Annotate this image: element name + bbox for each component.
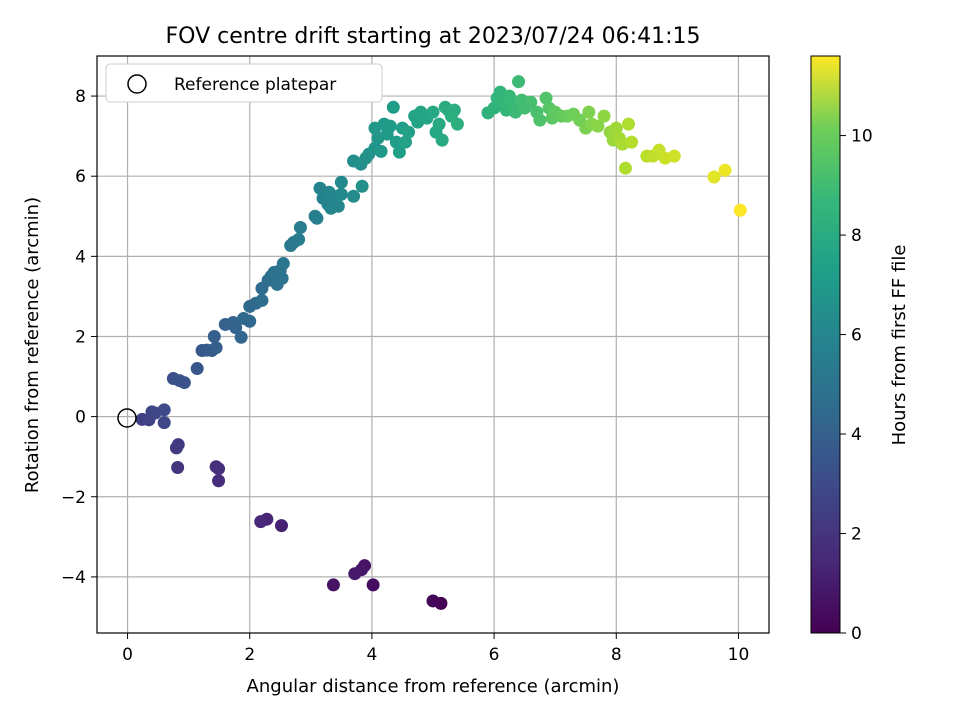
scatter-point: [383, 119, 397, 133]
colorbar-tick-label: 6: [851, 326, 862, 346]
scatter-point: [209, 341, 223, 355]
scatter-point: [533, 113, 547, 127]
scatter-point: [366, 578, 380, 592]
scatter-point: [597, 109, 611, 123]
scatter-point: [331, 199, 345, 213]
scatter-point: [667, 149, 681, 163]
scatter-point: [625, 135, 639, 149]
scatter-point: [190, 362, 204, 376]
y-tick-label: 6: [75, 167, 86, 187]
chart-title: FOV centre drift starting at 2023/07/24 …: [166, 24, 701, 49]
colorbar-label: Hours from first FF file: [889, 245, 910, 446]
scatter-point: [293, 220, 307, 234]
scatter-point: [212, 474, 226, 488]
plot-area-frame: [96, 55, 770, 634]
reference-marker: [117, 408, 137, 428]
scatter-point: [609, 121, 623, 135]
y-tick-label: 2: [75, 327, 86, 347]
x-tick-label: 0: [122, 645, 133, 665]
scatter-point: [707, 170, 721, 184]
scatter-point: [234, 330, 248, 344]
scatter-point: [386, 100, 400, 114]
y-tick-label: 4: [75, 247, 86, 267]
scatter-point: [618, 161, 632, 175]
scatter-point: [347, 189, 361, 203]
scatter-point: [177, 376, 191, 390]
scatter-point: [733, 203, 747, 217]
scatter-point: [426, 594, 440, 608]
scatter-point: [718, 163, 732, 177]
scatter-point: [621, 117, 635, 131]
y-tick-label: −2: [61, 488, 86, 508]
scatter-point: [326, 578, 340, 592]
scatter-point: [292, 233, 306, 247]
colorbar-tick-label: 8: [851, 226, 862, 246]
legend-box: [105, 63, 383, 103]
scatter-point: [392, 145, 406, 159]
y-axis-label: Rotation from reference (arcmin): [22, 197, 43, 493]
scatter-point: [487, 101, 501, 115]
colorbar-tick-label: 2: [851, 525, 862, 545]
x-tick-label: 6: [489, 645, 500, 665]
colorbar-tick-label: 4: [851, 425, 862, 445]
scatter-point: [275, 271, 289, 285]
legend-label: Reference platepar: [174, 75, 336, 95]
scatter-point: [274, 519, 288, 533]
colorbar-gradient: [810, 55, 841, 634]
scatter-point: [402, 125, 416, 139]
scatter-point: [310, 211, 324, 225]
scatter-point: [539, 91, 553, 105]
scatter-point: [348, 567, 362, 581]
scatter-point: [243, 314, 257, 328]
scatter-point: [171, 461, 185, 475]
scatter-point: [334, 187, 348, 201]
scatter-point: [582, 105, 596, 119]
scatter-point: [334, 175, 348, 189]
legend: Reference platepar: [105, 63, 383, 103]
colorbar-tick-label: 10: [851, 127, 873, 147]
scatter-point: [355, 179, 369, 193]
scatter-point: [447, 103, 461, 117]
colorbar: 0 2 4 6 8 10 Hours from first FF file: [810, 55, 910, 644]
x-tick-label: 8: [611, 645, 622, 665]
scatter-point: [432, 117, 446, 131]
y-tick-label: −4: [61, 568, 86, 588]
scatter-point: [229, 321, 243, 335]
scatter-point: [157, 403, 171, 417]
x-axis-ticks: 0 2 4 6 8 10: [122, 633, 749, 665]
scatter-point: [450, 117, 464, 131]
scatter-point: [426, 105, 440, 119]
scatter-point: [374, 144, 388, 158]
scatter-point: [254, 515, 268, 529]
scatter-point: [157, 416, 171, 430]
x-axis-label: Angular distance from reference (arcmin): [247, 676, 620, 697]
data-points: [135, 75, 747, 610]
y-axis-ticks: −4 −2 0 2 4 6 8: [61, 87, 97, 588]
x-tick-label: 2: [244, 645, 255, 665]
x-tick-label: 10: [728, 645, 750, 665]
colorbar-tick-label: 0: [851, 624, 862, 644]
y-tick-label: 0: [75, 408, 86, 428]
scatter-point: [591, 119, 605, 133]
scatter-point: [255, 293, 269, 307]
x-tick-label: 4: [366, 645, 377, 665]
scatter-point: [207, 329, 221, 343]
grid-lines: [97, 56, 769, 633]
scatter-point: [512, 75, 526, 89]
scatter-point: [209, 460, 223, 474]
y-tick-label: 8: [75, 87, 86, 107]
scatter-point: [435, 133, 449, 147]
legend-marker-icon: [127, 74, 147, 94]
scatter-point: [524, 95, 538, 109]
colorbar-ticks: 0 2 4 6 8 10: [840, 127, 873, 644]
scatter-point: [169, 441, 183, 455]
scatter-point: [389, 135, 403, 149]
scatter-point: [276, 257, 290, 271]
scatter-point: [399, 135, 413, 149]
